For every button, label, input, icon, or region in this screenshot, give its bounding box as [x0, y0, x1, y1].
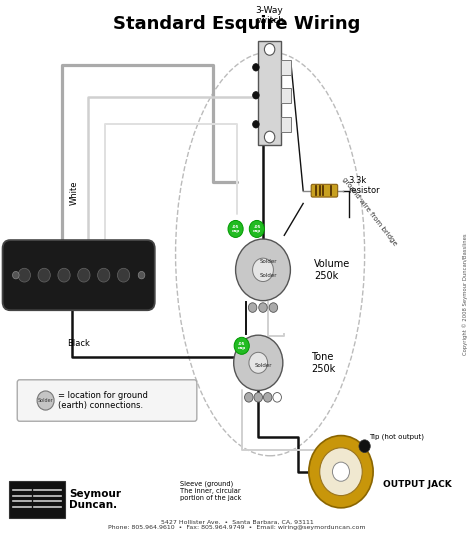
- Circle shape: [234, 337, 249, 354]
- Circle shape: [264, 131, 275, 143]
- Circle shape: [248, 303, 257, 312]
- Text: Copyright © 2008 Seymour Duncan/Basslines: Copyright © 2008 Seymour Duncan/Bassline…: [462, 233, 468, 355]
- Circle shape: [118, 268, 130, 282]
- Circle shape: [264, 44, 275, 55]
- Circle shape: [12, 271, 19, 279]
- Circle shape: [319, 448, 362, 496]
- Circle shape: [309, 436, 373, 508]
- Circle shape: [249, 221, 264, 238]
- Text: 3.3k
resistor: 3.3k resistor: [348, 176, 380, 195]
- Circle shape: [228, 221, 243, 238]
- Text: White: White: [70, 180, 79, 205]
- Bar: [258, 42, 281, 145]
- Circle shape: [259, 303, 267, 312]
- Bar: [281, 60, 292, 75]
- Circle shape: [234, 335, 283, 390]
- Circle shape: [254, 392, 263, 402]
- Circle shape: [273, 392, 282, 402]
- FancyBboxPatch shape: [9, 481, 65, 518]
- Text: Solder: Solder: [254, 363, 272, 368]
- Circle shape: [359, 440, 370, 453]
- Circle shape: [38, 268, 50, 282]
- Text: OUTPUT JACK: OUTPUT JACK: [383, 481, 451, 490]
- Text: .05
cap: .05 cap: [231, 225, 240, 233]
- Circle shape: [253, 258, 273, 281]
- Circle shape: [332, 462, 349, 481]
- Circle shape: [253, 64, 259, 71]
- FancyBboxPatch shape: [17, 380, 197, 421]
- Circle shape: [18, 268, 30, 282]
- Circle shape: [37, 391, 54, 410]
- Circle shape: [58, 268, 70, 282]
- Circle shape: [253, 121, 259, 128]
- Text: Tip (hot output): Tip (hot output): [369, 433, 424, 440]
- Bar: [281, 117, 292, 132]
- Circle shape: [138, 271, 145, 279]
- FancyBboxPatch shape: [2, 240, 155, 310]
- Text: .05
cap: .05 cap: [253, 225, 261, 233]
- Text: 5427 Hollister Ave.  •  Santa Barbara, CA, 93111
Phone: 805.964.9610  •  Fax: 80: 5427 Hollister Ave. • Santa Barbara, CA,…: [108, 520, 366, 530]
- Text: Volume
250k: Volume 250k: [314, 259, 350, 281]
- Circle shape: [269, 303, 278, 312]
- Circle shape: [236, 239, 291, 301]
- Text: Seymour
Duncan.: Seymour Duncan.: [69, 489, 121, 510]
- Text: ground wire from bridge: ground wire from bridge: [341, 176, 398, 247]
- Text: Solder: Solder: [38, 398, 54, 403]
- Text: Solder: Solder: [260, 260, 277, 264]
- Text: Tone
250k: Tone 250k: [311, 352, 336, 374]
- Circle shape: [253, 91, 259, 99]
- Text: Solder: Solder: [260, 273, 277, 278]
- Circle shape: [249, 352, 268, 373]
- FancyBboxPatch shape: [311, 184, 337, 197]
- Text: 3-Way
switch: 3-Way switch: [255, 6, 284, 26]
- Text: .05
cap: .05 cap: [237, 342, 246, 350]
- Bar: [281, 88, 292, 103]
- Circle shape: [264, 392, 272, 402]
- Circle shape: [98, 268, 110, 282]
- Text: Standard Esquire Wiring: Standard Esquire Wiring: [113, 15, 361, 33]
- Text: = location for ground
(earth) connections.: = location for ground (earth) connection…: [58, 391, 148, 410]
- Circle shape: [78, 268, 90, 282]
- Circle shape: [245, 392, 253, 402]
- Text: Sleeve (ground)
The inner, circular
portion of the jack: Sleeve (ground) The inner, circular port…: [180, 481, 242, 501]
- Text: Black: Black: [67, 339, 90, 348]
